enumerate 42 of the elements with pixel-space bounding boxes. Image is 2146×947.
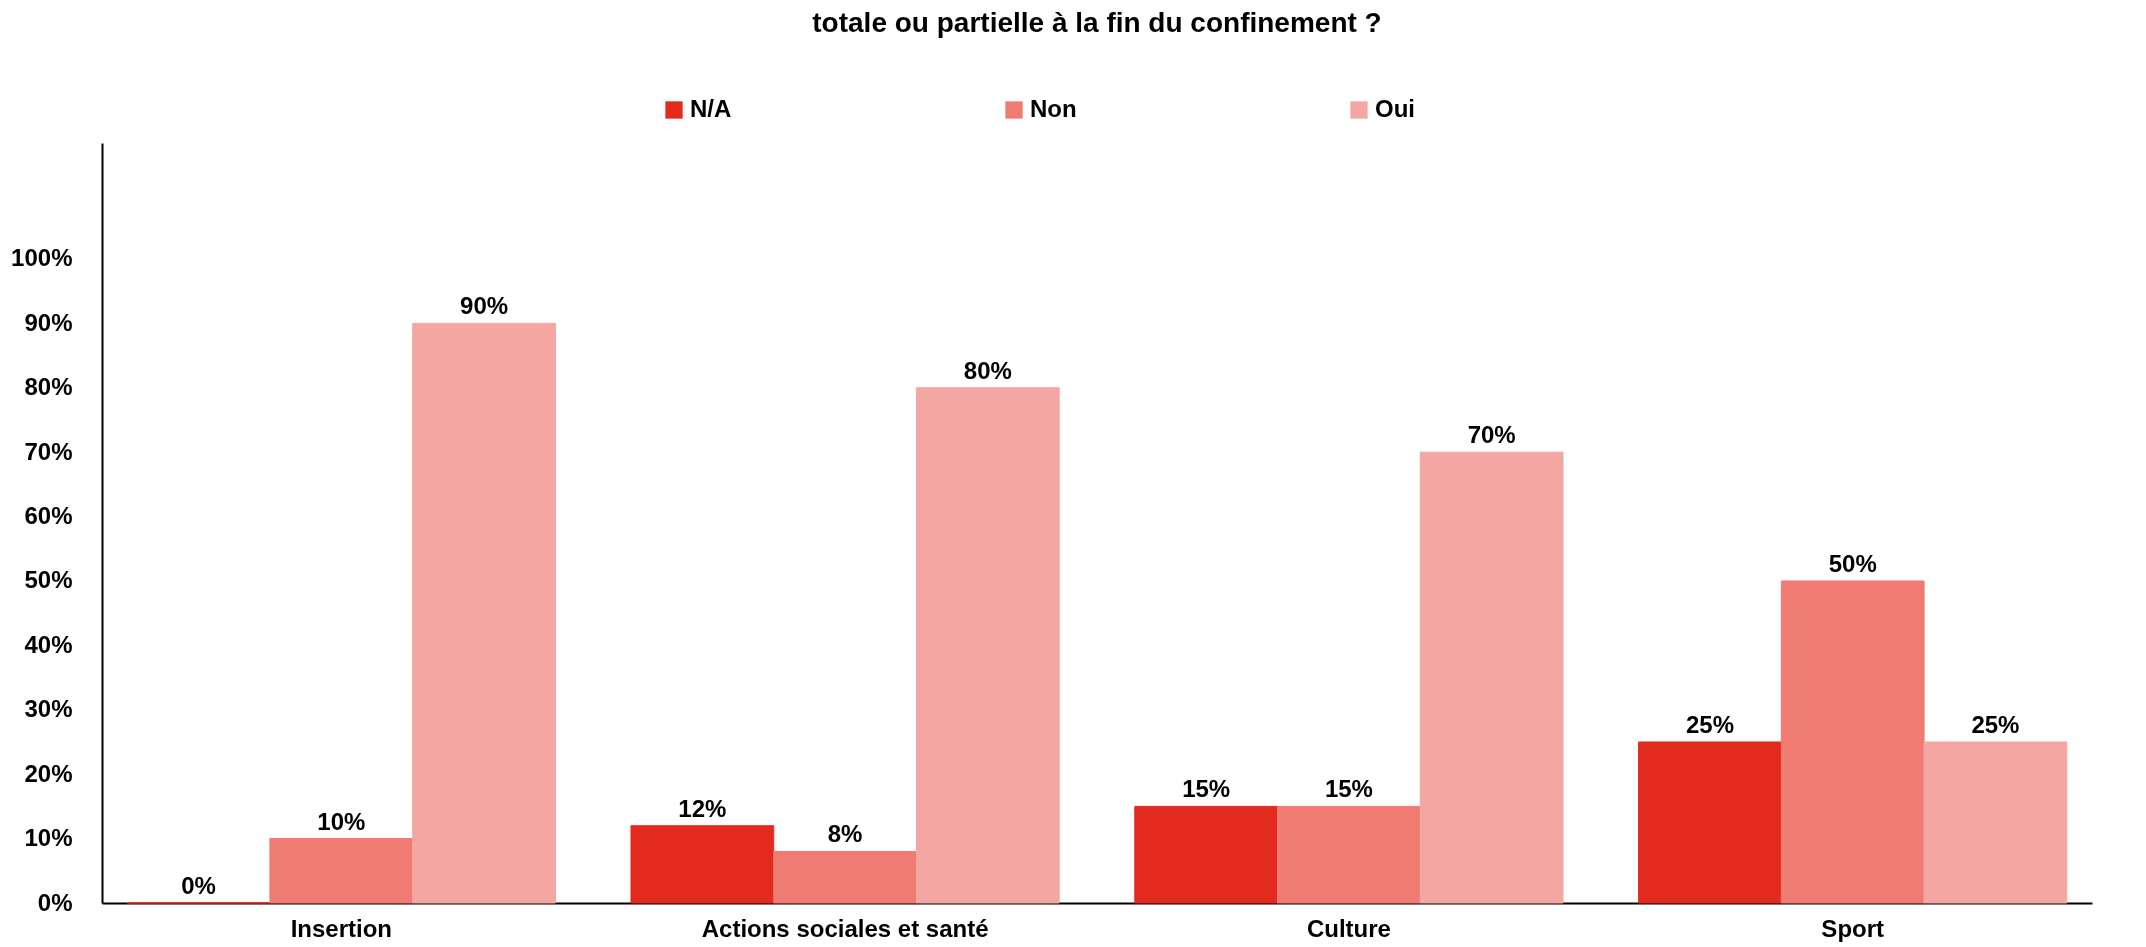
x-tick-label: Sport — [1821, 914, 1885, 942]
data-label: 10% — [317, 807, 366, 835]
bar — [1638, 741, 1782, 904]
data-label: 80% — [963, 356, 1012, 384]
y-tick-label: 90% — [24, 308, 73, 336]
data-label: 25% — [1971, 710, 2020, 738]
data-label: 25% — [1685, 710, 1734, 738]
bar — [1780, 580, 1925, 904]
data-label: 50% — [1828, 549, 1877, 577]
bar — [1134, 805, 1279, 904]
x-tick-label: Actions sociales et santé — [701, 914, 989, 942]
legend-label: Non — [1030, 95, 1077, 122]
y-tick-label: 0% — [37, 888, 73, 916]
y-tick-label: 70% — [24, 437, 73, 465]
bar — [1419, 451, 1564, 904]
bar — [773, 850, 917, 904]
y-tick-label: 50% — [24, 566, 73, 594]
data-label: 15% — [1182, 775, 1231, 803]
y-tick-label: 100% — [11, 244, 73, 272]
bar — [630, 825, 775, 904]
y-tick-label: 80% — [24, 373, 73, 401]
legend-label: Oui — [1375, 95, 1415, 122]
data-label: 0% — [181, 872, 216, 899]
y-tick-label: 10% — [24, 824, 73, 852]
bar — [1923, 741, 2068, 904]
x-tick-label: Insertion — [290, 914, 392, 942]
data-label: 15% — [1324, 775, 1373, 803]
bar — [269, 838, 414, 904]
y-tick-label: 30% — [24, 695, 73, 723]
legend-label: N/A — [690, 95, 732, 122]
data-label: 12% — [678, 794, 727, 822]
chart-title: totale ou partielle à la fin du confinement ? — [812, 7, 1382, 38]
x-tick-label: Culture — [1306, 914, 1391, 942]
y-tick-label: 60% — [24, 502, 73, 530]
bar — [1277, 805, 1421, 904]
bar — [915, 387, 1060, 904]
y-tick-label: 20% — [24, 759, 73, 787]
y-tick-label: 40% — [24, 630, 73, 658]
data-label: 8% — [827, 820, 863, 848]
data-label: 70% — [1467, 421, 1516, 449]
bar — [412, 322, 556, 904]
data-label: 90% — [460, 292, 509, 320]
